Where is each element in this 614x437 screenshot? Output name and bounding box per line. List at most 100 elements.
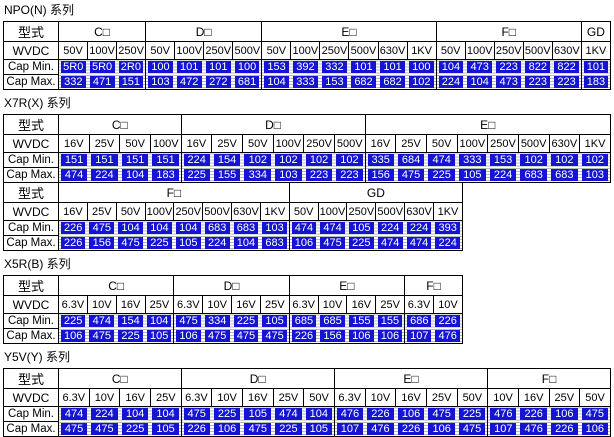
cap-max-cell: 223 — [523, 74, 553, 90]
cap-min-value: 102 — [336, 154, 363, 167]
cap-min-value: 475 — [581, 408, 608, 421]
cap-min-value: 102 — [244, 154, 272, 167]
row-label-wvdc: WVDC — [3, 202, 59, 221]
voltage-header: 100V — [464, 41, 495, 60]
voltage-header: 16V — [517, 388, 550, 407]
row-label-cap-min: Cap Min. — [3, 59, 59, 75]
cap-min-cell: 334 — [202, 313, 232, 329]
voltage-header: 250V — [346, 202, 377, 221]
voltage-header: 6.3V — [404, 295, 434, 314]
row-label-wvdc: WVDC — [3, 134, 59, 153]
voltage-header: 6.3V — [173, 295, 204, 314]
cap-min-value: 103 — [262, 222, 287, 235]
cap-max-cell: 106 — [173, 328, 203, 344]
group-header: D□ — [173, 275, 290, 296]
cap-min-value: 154 — [213, 154, 241, 167]
cap-max-cell: 683 — [260, 235, 290, 251]
cap-max-value: 183 — [152, 168, 179, 181]
cap-max-cell: 226 — [395, 421, 427, 437]
cap-max-cell: 475 — [318, 235, 347, 251]
cap-min-value: 393 — [435, 222, 460, 235]
cap-min-value: 104 — [305, 408, 332, 421]
cap-min-value: 333 — [459, 154, 486, 167]
voltage-header: 100V — [272, 134, 305, 153]
cap-max-value: 224 — [435, 236, 460, 249]
cap-max-value: 474 — [377, 236, 403, 249]
cap-min-value: 224 — [183, 154, 210, 167]
cap-min-cell: 155 — [375, 313, 406, 329]
section-y5v-series: Y5V(Y) 系列 型式 C□ D□ E□ F□ WVDC 6.3V 10V 16V 25V 6.3… — [3, 350, 614, 437]
cap-min-value: 474 — [61, 408, 88, 421]
group-header: GD — [288, 182, 464, 203]
cap-min-value: 154 — [118, 315, 144, 328]
cap-min-cell: 332 — [319, 59, 349, 75]
cap-min-cell: 153 — [261, 59, 291, 75]
cap-min-cell: 104 — [145, 313, 175, 329]
cap-max-value: 471 — [89, 75, 115, 88]
cap-min-cell: 151 — [119, 152, 151, 168]
voltage-header: 500V — [348, 41, 379, 60]
cap-min-cell: 104 — [150, 406, 182, 422]
voltage-header: 50V — [241, 134, 274, 153]
voltage-header: 500V — [517, 134, 550, 153]
cap-min-cell: 104 — [303, 406, 335, 422]
cap-max-cell: 682 — [378, 74, 408, 90]
cap-min-cell: 151 — [58, 152, 90, 168]
cap-max-value: 682 — [380, 75, 406, 88]
cap-max-value: 183 — [583, 75, 608, 88]
cap-min-value: 685 — [291, 315, 317, 328]
cap-max-value: 226 — [61, 236, 86, 249]
voltage-header: 25V — [425, 388, 458, 407]
cap-min-value: 474 — [428, 154, 456, 167]
voltage-header: 500V — [333, 134, 366, 153]
cap-min-value: 153 — [489, 154, 517, 167]
voltage-header: 250V — [173, 202, 204, 221]
voltage-header: 6.3V — [58, 295, 88, 314]
x7r-spec-table-1: 型式 C□ D□ E□ WVDC 16V 25V 50V 100V 16V 25V 50V 100V 25… — [3, 114, 612, 183]
series-title-npo: NPO(N) 系列 — [4, 3, 74, 17]
series-title-x7r: X7R(X) 系列 — [4, 96, 71, 110]
cap-min-value: 224 — [406, 222, 432, 235]
cap-min-cell: 686 — [404, 313, 434, 329]
voltage-header: 500V — [232, 41, 263, 60]
cap-min-value: 155 — [377, 315, 403, 328]
cap-min-value: 225 — [233, 315, 259, 328]
cap-min-cell: 473 — [465, 59, 495, 75]
cap-min-cell: 151 — [89, 152, 120, 168]
row-label-cap-min: Cap Min. — [3, 152, 59, 168]
group-header: D□ — [145, 21, 263, 42]
cap-min-cell: 101 — [348, 59, 379, 75]
voltage-header: 1KV — [259, 202, 290, 221]
voltage-header: 100V — [144, 202, 175, 221]
cap-min-value: 475 — [176, 315, 201, 328]
voltage-header: 10V — [487, 388, 519, 407]
cap-max-cell: 475 — [457, 421, 489, 437]
cap-min-cell: 225 — [457, 406, 489, 422]
cap-min-value: 104 — [147, 315, 172, 328]
cap-max-cell: 475 — [89, 421, 120, 437]
cap-min-value: 100 — [148, 61, 173, 74]
voltage-header: 630V — [404, 202, 434, 221]
cap-min-value: 155 — [348, 315, 374, 328]
cap-min-cell: 475 — [173, 313, 203, 329]
cap-min-cell: 104 — [435, 59, 466, 75]
cap-min-cell: 100 — [232, 59, 263, 75]
cap-min-cell: 475 — [180, 406, 212, 422]
cap-max-value: 475 — [91, 422, 118, 435]
row-label-type: 型式 — [3, 368, 59, 389]
voltage-header: 10V — [86, 295, 117, 314]
cap-min-value: 5R0 — [61, 61, 86, 74]
cap-max-value: 475 — [320, 236, 345, 249]
cap-max-cell: 151 — [116, 74, 147, 90]
cap-min-value: 474 — [320, 222, 345, 235]
cap-max-value: 103 — [275, 168, 302, 181]
cap-min-value: 335 — [367, 154, 394, 167]
cap-max-cell: 226 — [58, 235, 88, 251]
cap-min-value: 104 — [152, 408, 179, 421]
cap-min-value: 151 — [91, 154, 118, 167]
cap-min-value: 334 — [204, 315, 230, 328]
cap-max-value: 107 — [490, 422, 517, 435]
cap-max-value: 272 — [205, 75, 231, 88]
voltage-header: 10V — [364, 388, 397, 407]
cap-min-value: 332 — [321, 61, 347, 74]
